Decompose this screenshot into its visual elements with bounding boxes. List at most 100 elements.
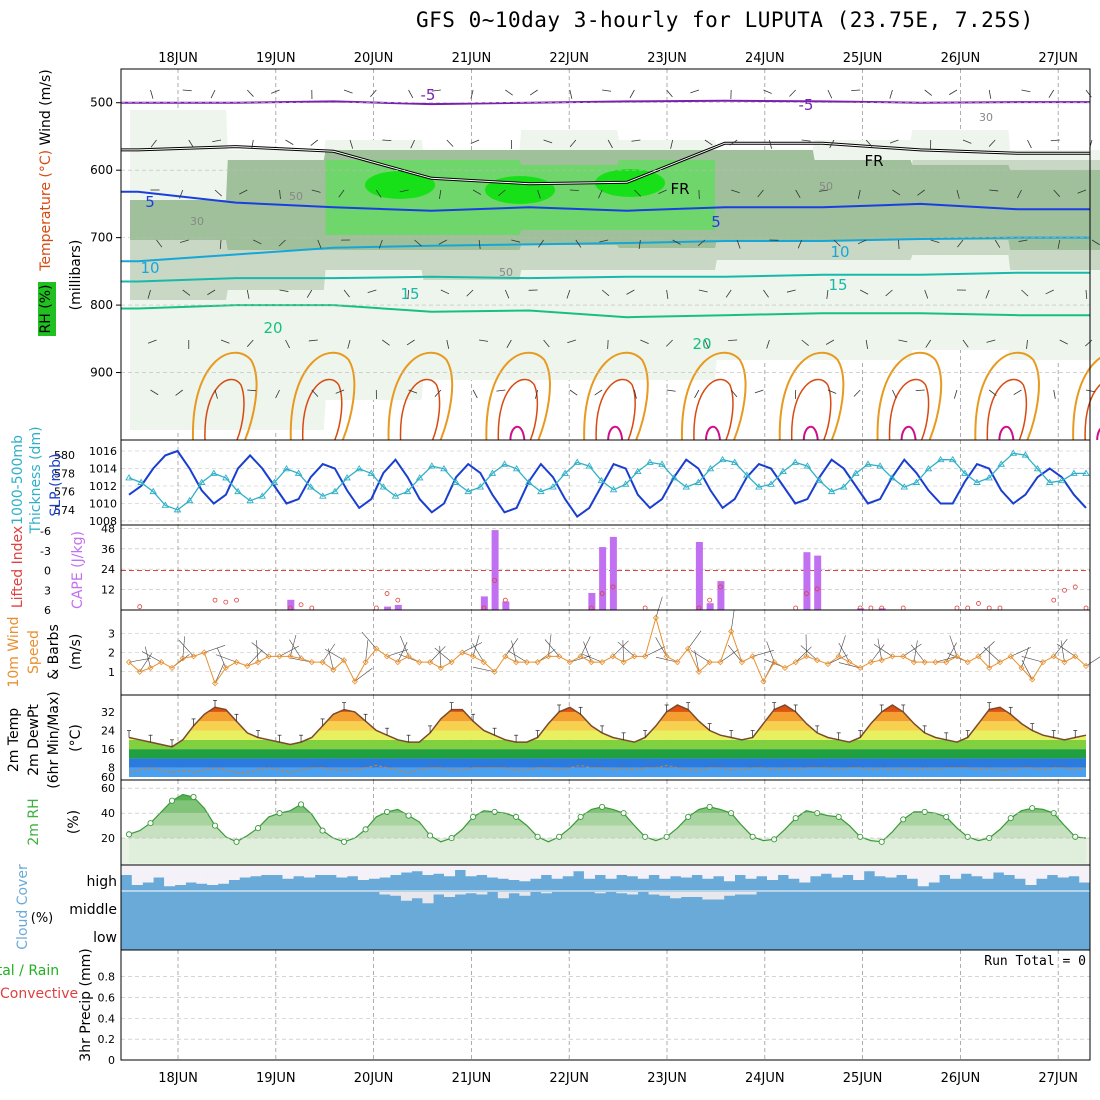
cloud-cell [1036,865,1048,879]
cloud-cell [551,865,563,879]
thickness-point [924,464,933,472]
wind-barb [328,648,334,670]
surface-temp-contour [876,351,943,441]
thickness-point [294,469,303,476]
rh-point [190,793,197,801]
wind-speed-point [534,659,541,666]
wind10m-panel: 1 2 3 [108,596,1100,696]
rh-legend-swatch [38,282,56,336]
rh-point [792,815,799,822]
wind-barb [470,139,480,144]
cloud-cell [723,892,735,896]
wind-barb [543,339,550,348]
wind-barb [1077,189,1087,194]
thickness-point [391,492,400,499]
rh-band [129,825,1086,839]
wind-speed-point [964,659,971,666]
rh-point [405,812,412,819]
wind-speed-point [448,659,455,666]
wind-barb [144,646,151,668]
rh-point [470,813,477,820]
cloud-cell [196,865,208,884]
li-tick-label: -6 [40,525,51,538]
wind-speed-point [502,653,509,660]
thickness-point [864,460,872,467]
cloud-cell [680,892,692,897]
contour-label: -5 [799,96,814,114]
thickness-point [621,480,630,487]
surface-temp-contour [302,378,343,441]
contour-label: FR [670,180,689,198]
axis-label-part: 2m Temp [6,708,22,772]
cloud-cell [799,865,811,883]
wind-barb [1085,656,1100,667]
thickness-point [452,478,460,485]
slp-tick-label: 1010 [89,498,117,511]
contour-label: FR [864,152,883,170]
wind-barb [438,239,448,245]
cloud-cell [874,865,886,877]
date-label-bottom: 22JUN [549,1071,589,1086]
panel-axis-label: 1000-500mb [10,435,26,525]
surface-temp-contour [204,378,245,441]
wind-barb [478,239,481,249]
wind-barb [472,643,485,663]
wind-speed-point [1061,659,1068,666]
surface-temp-contour [387,351,454,441]
thickness-point [1045,478,1054,485]
y-tick-label: 500 [90,96,113,110]
cloud-cell [207,865,219,885]
wind-barb [612,640,629,657]
wind-barb [271,89,280,94]
rh-point [534,833,541,840]
wind-barb [915,389,925,392]
cloud-cell [368,865,380,879]
thickness-point [730,458,739,465]
wind-barb [216,647,227,669]
cloud-cell [497,892,509,899]
wind-speed-point [254,659,262,666]
thickness-point [1082,469,1090,476]
cloud-cell [444,892,456,897]
wind-barb [1021,656,1044,663]
date-label-top: 26JUN [941,51,981,66]
cape-bar [814,555,822,610]
wind-speed-point [588,659,595,666]
wind-barb [853,389,861,397]
li-point [234,597,239,603]
wind-barb [247,389,257,392]
axis-label-part: & Barbs [46,624,62,680]
cloud-cell [1014,865,1026,879]
cloud-cell [433,892,445,895]
contour-label: -5 [421,86,436,104]
temp-line [128,704,1087,748]
wind-barb [446,339,450,349]
thickness-point [1021,451,1030,458]
wind-speed-point [233,659,240,666]
wind-speed-point [362,659,369,666]
wind-barb [150,89,154,99]
wind-barb [857,189,861,199]
wind-barb [496,389,506,392]
li-point [1072,584,1078,590]
thickness-point [537,487,545,495]
cloud-cell [454,892,466,895]
li-tick-label: -3 [40,545,51,558]
wind-barb [472,389,478,399]
cloud-cell [540,892,552,894]
wind-speed-point [728,628,735,635]
rh-point [319,827,326,834]
wind-barb [537,189,541,199]
wind-speed-point [685,645,692,652]
wind-barb [930,239,940,244]
wind-barb [913,640,918,663]
thickness-point [246,496,254,504]
date-label-top: 27JUN [1038,51,1078,66]
wind-barb [175,389,184,396]
cape-bar [878,608,886,610]
wind-barb [917,189,925,196]
surface-temp-contour [607,425,624,441]
wind-barb [180,239,189,243]
panel-axis-label: 2m RH [26,798,42,845]
slp-thickness-panel: 1008 1010 1012 1014 1016 574 576 578 580 [54,439,1091,528]
